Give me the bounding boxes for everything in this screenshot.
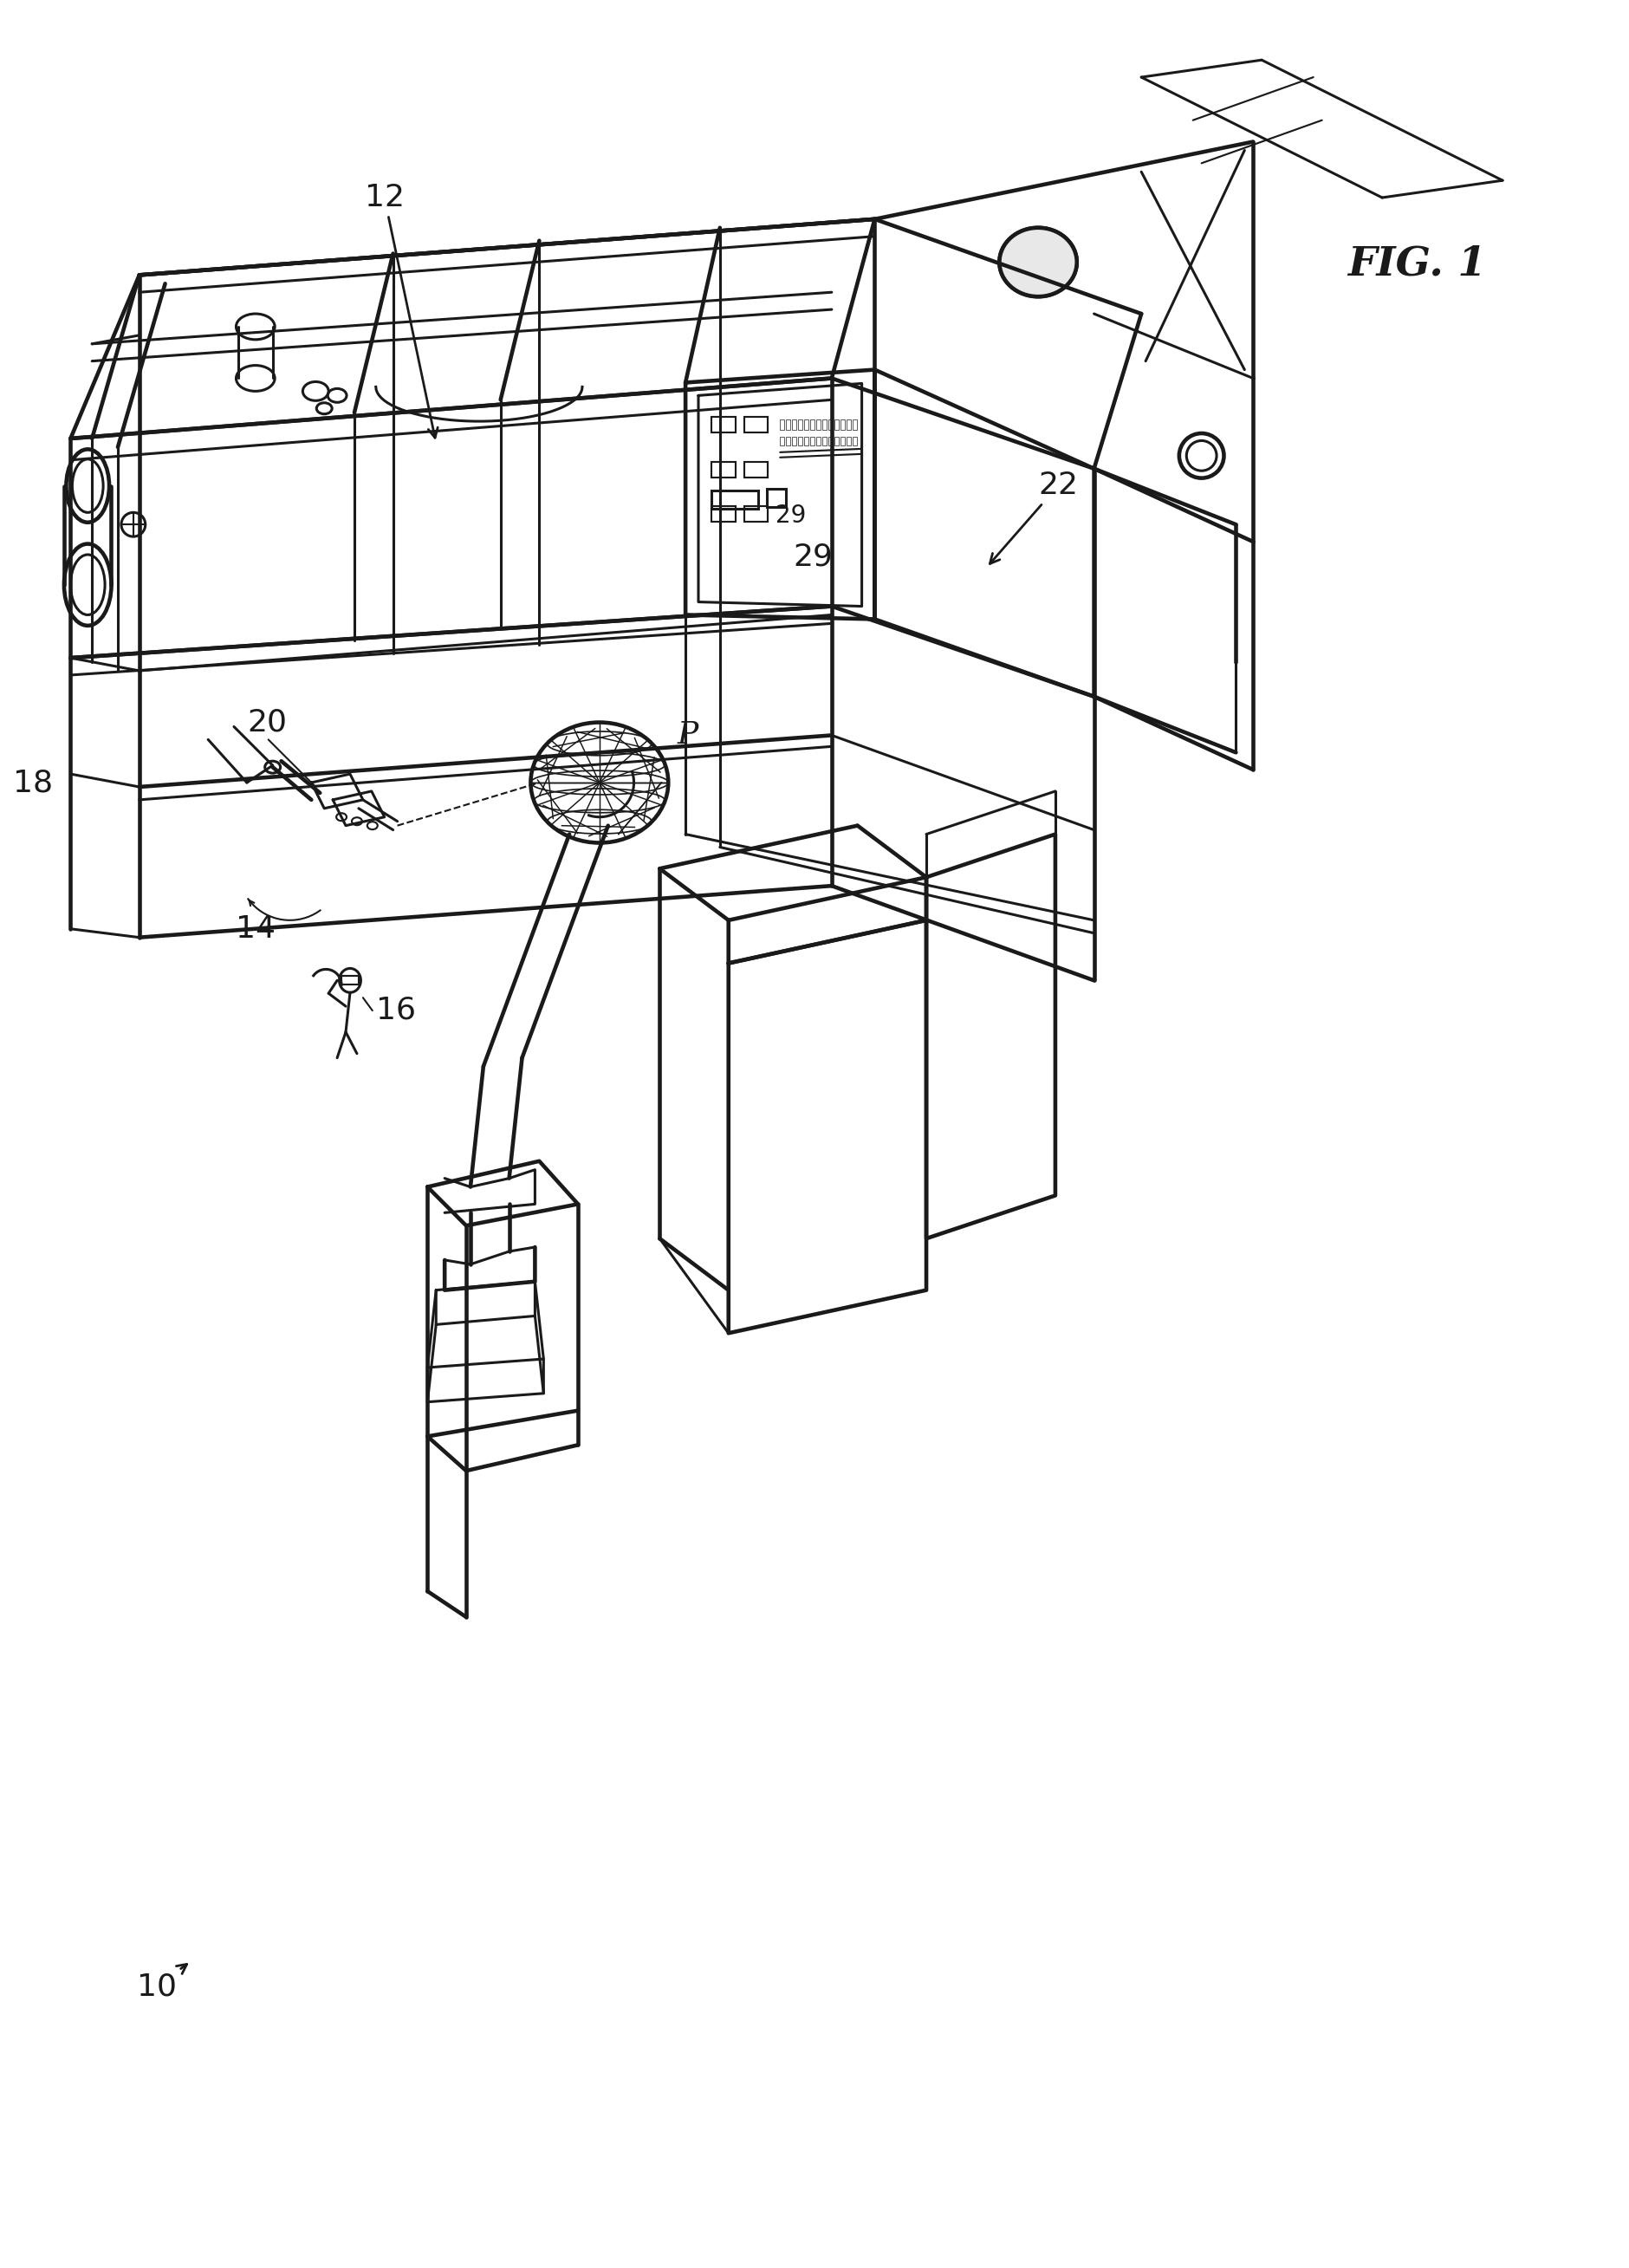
Bar <box>810 438 814 445</box>
Bar <box>787 420 790 431</box>
Bar <box>828 438 832 445</box>
Ellipse shape <box>1000 227 1077 297</box>
Text: P: P <box>678 721 697 751</box>
Bar <box>792 420 797 431</box>
Bar <box>852 420 857 431</box>
Bar <box>828 420 832 431</box>
Text: 10: 10 <box>137 1964 187 2003</box>
Bar <box>834 420 839 431</box>
Bar <box>712 463 735 476</box>
Bar <box>744 506 767 522</box>
Bar <box>798 420 803 431</box>
Bar <box>792 438 797 445</box>
Bar <box>852 438 857 445</box>
Text: 18: 18 <box>13 769 54 798</box>
Bar <box>847 438 850 445</box>
Bar <box>712 490 759 508</box>
Bar <box>780 438 785 445</box>
Text: 20: 20 <box>248 708 287 737</box>
Bar <box>816 438 821 445</box>
Text: 22: 22 <box>990 472 1078 565</box>
Text: FIG. 1: FIG. 1 <box>1347 245 1486 284</box>
Text: 29: 29 <box>775 503 806 528</box>
Bar <box>823 420 826 431</box>
Bar <box>834 438 839 445</box>
Bar <box>342 975 358 984</box>
Bar <box>787 438 790 445</box>
Bar <box>805 438 808 445</box>
Bar <box>798 438 803 445</box>
Text: 14: 14 <box>236 914 275 943</box>
Bar <box>841 420 844 431</box>
Bar <box>744 463 767 476</box>
Bar <box>805 420 808 431</box>
Text: 29: 29 <box>793 542 832 572</box>
Bar <box>823 438 826 445</box>
Bar <box>816 420 821 431</box>
Bar <box>712 506 735 522</box>
Bar <box>780 420 785 431</box>
Bar <box>767 488 787 508</box>
Bar <box>810 420 814 431</box>
Bar <box>744 417 767 433</box>
Bar <box>841 438 844 445</box>
Bar <box>712 417 735 433</box>
Bar <box>847 420 850 431</box>
Text: 16: 16 <box>376 996 415 1025</box>
Text: 12: 12 <box>365 184 438 438</box>
